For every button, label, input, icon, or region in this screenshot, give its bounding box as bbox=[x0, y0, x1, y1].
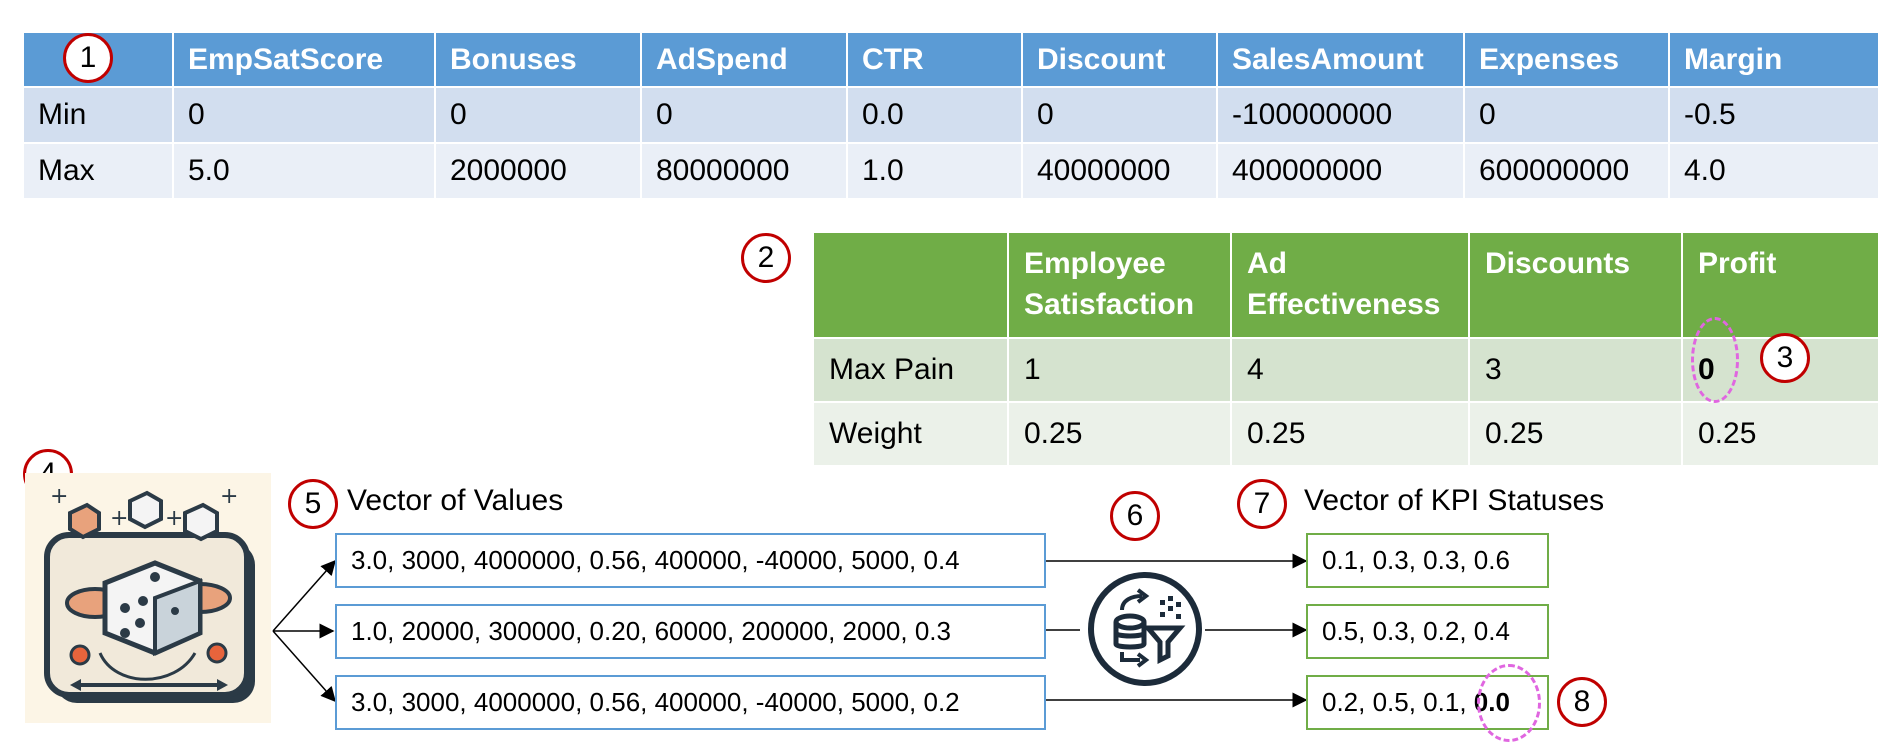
highlight-ellipse bbox=[1691, 317, 1739, 403]
svg-text:+: + bbox=[50, 484, 68, 509]
header-cell: AdSpend bbox=[640, 31, 848, 88]
header-cell: Margin bbox=[1668, 31, 1880, 88]
kpi-vector-prefix: 0.2, 0.5, 0.1, bbox=[1322, 687, 1474, 717]
table-cell: 0 bbox=[1021, 86, 1218, 144]
table-cell: 1.0 bbox=[846, 142, 1023, 200]
step-badge-3: 3 bbox=[1760, 333, 1810, 383]
table-cell: 2000000 bbox=[434, 142, 642, 200]
step-badge-5: 5 bbox=[288, 479, 338, 529]
table-cell: 600000000 bbox=[1463, 142, 1670, 200]
table-cell: 0.25 bbox=[1681, 401, 1880, 467]
kpi-title: Vector of KPI Statuses bbox=[1304, 484, 1605, 517]
table-row: Weight 0.25 0.25 0.25 0.25 bbox=[812, 401, 1880, 467]
table-cell: 1 bbox=[1007, 337, 1232, 403]
corner-cell bbox=[812, 231, 1009, 339]
table-cell: 0.25 bbox=[1230, 401, 1470, 467]
kpi-vector-box: 0.1, 0.3, 0.3, 0.6 bbox=[1306, 533, 1549, 588]
dice-illustration: + + + + bbox=[25, 473, 271, 723]
table-cell: 0.25 bbox=[1007, 401, 1232, 467]
table-row: Min 0 0 0 0.0 0 -100000000 0 -0.5 bbox=[22, 86, 1880, 144]
table-cell: 0 bbox=[172, 86, 436, 144]
dice-icon: + + + + bbox=[44, 484, 255, 703]
table-cell: 5.0 bbox=[172, 142, 436, 200]
table-cell: 400000000 bbox=[1216, 142, 1465, 200]
table-cell: 0.0 bbox=[846, 86, 1023, 144]
kpi-range-table: EmpSatScore Bonuses AdSpend CTR Discount… bbox=[22, 31, 1880, 200]
table-cell: 3 bbox=[1468, 337, 1683, 403]
header-cell: Employee Satisfaction bbox=[1007, 231, 1232, 339]
table-cell: -100000000 bbox=[1216, 86, 1465, 144]
table-cell: 4 bbox=[1230, 337, 1470, 403]
row-label: Min bbox=[22, 86, 174, 144]
values-title: Vector of Values bbox=[347, 484, 564, 517]
row-label: Weight bbox=[812, 401, 1009, 467]
table-cell: 4.0 bbox=[1668, 142, 1880, 200]
svg-text:+: + bbox=[110, 506, 128, 531]
header-cell: Ad Effectiveness bbox=[1230, 231, 1470, 339]
header-cell: SalesAmount bbox=[1216, 31, 1465, 88]
table-cell: -0.5 bbox=[1668, 86, 1880, 144]
highlight-ellipse bbox=[1477, 664, 1541, 742]
table-cell: 0.25 bbox=[1468, 401, 1683, 467]
table-cell: 0 bbox=[434, 86, 642, 144]
table-cell: 40000000 bbox=[1021, 142, 1218, 200]
step-badge-1: 1 bbox=[63, 33, 113, 83]
header-cell: Bonuses bbox=[434, 31, 642, 88]
data-filter-icon bbox=[1086, 570, 1204, 688]
step-badge-8: 8 bbox=[1557, 677, 1607, 727]
svg-text:+: + bbox=[220, 484, 238, 509]
svg-text:+: + bbox=[165, 506, 183, 531]
step-badge-6: 6 bbox=[1110, 491, 1160, 541]
row-label: Max Pain bbox=[812, 337, 1009, 403]
header-cell: Expenses bbox=[1463, 31, 1670, 88]
row-label: Max bbox=[22, 142, 174, 200]
table-cell: 80000000 bbox=[640, 142, 848, 200]
header-cell: CTR bbox=[846, 31, 1023, 88]
header-cell: EmpSatScore bbox=[172, 31, 436, 88]
kpi-pain-weight-table: Employee Satisfaction Ad Effectiveness D… bbox=[812, 231, 1880, 467]
table-row: Max 5.0 2000000 80000000 1.0 40000000 40… bbox=[22, 142, 1880, 200]
kpi-vector-box: 0.5, 0.3, 0.2, 0.4 bbox=[1306, 604, 1549, 659]
step-badge-7: 7 bbox=[1237, 479, 1287, 529]
value-vector-box: 3.0, 3000, 4000000, 0.56, 400000, -40000… bbox=[335, 675, 1046, 730]
table-cell: 0 bbox=[1463, 86, 1670, 144]
step-badge-2: 2 bbox=[741, 233, 791, 283]
value-vector-box: 1.0, 20000, 300000, 0.20, 60000, 200000,… bbox=[335, 604, 1046, 659]
header-cell: Discount bbox=[1021, 31, 1218, 88]
header-cell: Discounts bbox=[1468, 231, 1683, 339]
table-cell: 0 bbox=[640, 86, 848, 144]
value-vector-box: 3.0, 3000, 4000000, 0.56, 400000, -40000… bbox=[335, 533, 1046, 588]
